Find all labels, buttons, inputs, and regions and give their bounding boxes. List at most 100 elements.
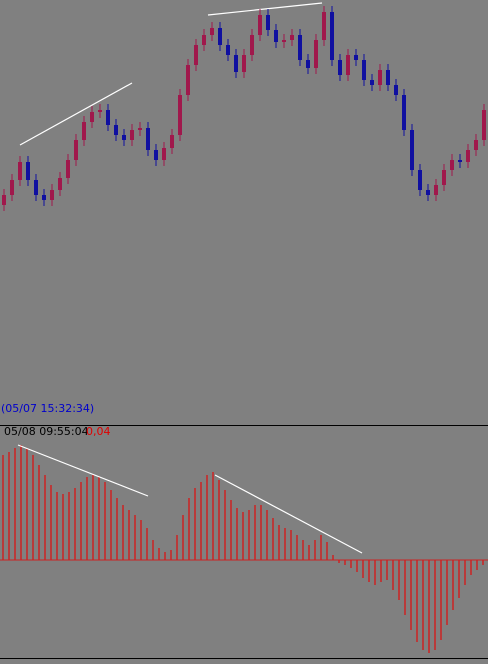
histogram-bar xyxy=(122,505,124,560)
candle-body xyxy=(50,190,54,200)
histogram-bar xyxy=(8,452,10,560)
candle-body xyxy=(90,112,94,122)
histogram-bar xyxy=(212,472,214,560)
trend-line xyxy=(214,474,363,554)
histogram-bar xyxy=(476,560,478,570)
candle-body xyxy=(410,130,414,170)
candle-body xyxy=(458,160,462,162)
histogram-bar xyxy=(278,525,280,560)
histogram-bar xyxy=(146,528,148,560)
candle-body xyxy=(442,170,446,185)
candle-body xyxy=(274,30,278,42)
candle-body xyxy=(426,190,430,195)
histogram-bar xyxy=(164,552,166,560)
histogram-bar xyxy=(404,560,406,615)
histogram-bar xyxy=(350,560,352,568)
histogram-bar xyxy=(416,560,418,642)
candle-body xyxy=(114,125,118,135)
candle-body xyxy=(266,15,270,30)
histogram-bar xyxy=(140,520,142,560)
histogram-bar xyxy=(398,560,400,600)
histogram-bar xyxy=(44,475,46,560)
histogram-bar xyxy=(296,535,298,560)
histogram-bar xyxy=(62,494,64,560)
candle-body xyxy=(130,130,134,140)
histogram-bar xyxy=(368,560,370,582)
histogram-bar xyxy=(332,555,334,560)
histogram-bar xyxy=(200,482,202,560)
trend-line xyxy=(19,82,133,146)
histogram-bar xyxy=(356,560,358,572)
histogram-bar xyxy=(38,465,40,560)
histogram-bar xyxy=(170,550,172,560)
candle-body xyxy=(226,45,230,55)
candle-body xyxy=(98,110,102,112)
candle-body xyxy=(170,135,174,148)
candle-body xyxy=(362,60,366,80)
histogram-bar xyxy=(68,492,70,560)
timestamp: 05/08 09:55:04 xyxy=(4,425,89,438)
trend-line xyxy=(17,444,149,497)
candle-body xyxy=(34,180,38,195)
candle-body xyxy=(218,28,222,45)
histogram-bar xyxy=(242,512,244,560)
histogram-bar xyxy=(422,560,424,650)
histogram-bar xyxy=(26,448,28,560)
candle-body xyxy=(106,110,110,125)
candle-body xyxy=(402,95,406,130)
histogram-bar xyxy=(458,560,460,598)
histogram-bar xyxy=(248,510,250,560)
histogram-bar xyxy=(374,560,376,585)
candle-body xyxy=(2,195,6,205)
candle-body xyxy=(234,55,238,72)
candle-body xyxy=(306,60,310,68)
candle-body xyxy=(74,140,78,160)
readout: 0,04 xyxy=(86,425,111,438)
candle-body xyxy=(354,55,358,60)
candle-body xyxy=(482,110,486,140)
histogram-bar xyxy=(302,540,304,560)
histogram-bar xyxy=(290,530,292,560)
histogram-bar xyxy=(284,528,286,560)
histogram-bar xyxy=(206,475,208,560)
annotation: (05/07 15:32:34) xyxy=(1,402,94,415)
histogram-bar xyxy=(326,542,328,560)
histogram-bar xyxy=(92,475,94,560)
histogram-bar xyxy=(224,490,226,560)
candle-body xyxy=(298,35,302,60)
candle-body xyxy=(282,40,286,42)
candle-body xyxy=(26,162,30,180)
candle-body xyxy=(338,60,342,75)
histogram-bar xyxy=(440,560,442,640)
candle-body xyxy=(258,15,262,35)
histogram-bar xyxy=(392,560,394,590)
candle-body xyxy=(66,160,70,178)
histogram-bar xyxy=(80,482,82,560)
histogram-bar xyxy=(110,490,112,560)
candle-body xyxy=(154,150,158,160)
candle-body xyxy=(322,12,326,40)
histogram-bar xyxy=(362,560,364,578)
candle-body xyxy=(122,135,126,140)
histogram-bar xyxy=(236,508,238,560)
histogram-bar xyxy=(134,515,136,560)
candle-body xyxy=(330,12,334,60)
candle-body xyxy=(314,40,318,68)
candle-body xyxy=(418,170,422,190)
histogram-bar xyxy=(428,560,430,653)
histogram-bar xyxy=(314,540,316,560)
histogram-bar xyxy=(446,560,448,625)
candle-body xyxy=(82,122,86,140)
candle-body xyxy=(18,162,22,180)
histogram-bar xyxy=(230,500,232,560)
histogram-bar xyxy=(308,545,310,560)
candle-body xyxy=(466,150,470,162)
histogram-bar xyxy=(452,560,454,610)
candle-body xyxy=(242,55,246,72)
histogram-bar xyxy=(104,482,106,560)
candle-body xyxy=(378,70,382,85)
histogram-bar xyxy=(194,488,196,560)
histogram-bar xyxy=(86,477,88,560)
